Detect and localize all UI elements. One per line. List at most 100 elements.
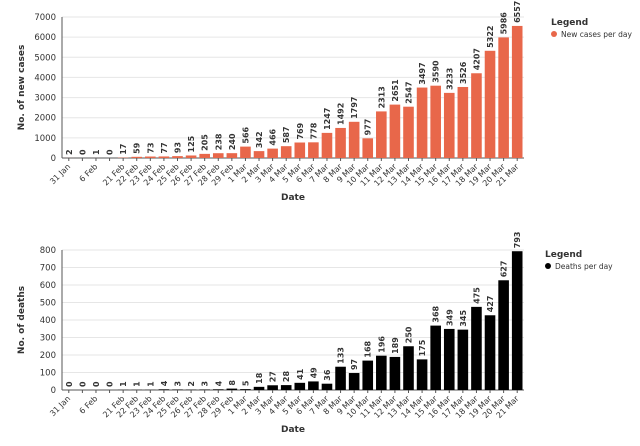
x-tick-label: 6 Feb [78,394,100,416]
bar[interactable] [511,25,523,159]
y-tick-label: 300 [40,334,56,344]
legend-label: Deaths per day [555,262,613,271]
bar[interactable] [348,373,360,390]
bar-value-label: 196 [377,336,386,353]
bar-value-label: 77 [160,142,169,153]
bar-value-label: 5322 [486,26,495,48]
bar-value-label: 566 [241,126,250,143]
bar[interactable] [158,389,170,390]
bar[interactable] [376,355,387,390]
bar[interactable] [362,138,374,158]
bar[interactable] [443,92,455,158]
bar[interactable] [226,388,238,390]
x-tick-label: 31 Jan [48,162,72,186]
bar[interactable] [212,389,224,390]
y-tick-label: 800 [40,246,56,256]
bar-value-label: 73 [146,142,155,153]
y-tick-label: 5000 [34,53,56,63]
bar[interactable] [335,127,346,158]
bar[interactable] [335,366,346,390]
bar[interactable] [362,360,374,390]
bar[interactable] [240,389,251,390]
y-tick-label: 3000 [34,94,56,104]
bar[interactable] [348,121,360,158]
bar[interactable] [430,325,441,390]
bar[interactable] [145,156,156,158]
bar[interactable] [389,356,401,390]
bar[interactable] [240,146,251,158]
y-tick-label: 0 [51,386,56,396]
bar[interactable] [484,315,496,390]
bar[interactable] [403,346,414,390]
bar[interactable] [158,156,170,158]
bar[interactable] [308,381,319,390]
bar[interactable] [498,280,509,390]
bar-value-label: 1 [119,381,128,387]
bar-value-label: 4207 [472,48,481,70]
bar[interactable] [253,151,265,158]
bar-value-label: 49 [309,367,318,379]
bar[interactable] [294,142,306,158]
bar[interactable] [457,86,469,158]
bar-value-label: 2313 [377,86,386,108]
legend-label: New cases per day [561,30,632,39]
bar[interactable] [430,85,441,158]
bar-value-label: 3590 [432,60,441,83]
bar[interactable] [199,389,210,390]
bar[interactable] [267,385,278,390]
bar-value-label: 4 [214,380,223,386]
bar[interactable] [280,385,292,390]
bar-value-label: 466 [269,128,278,145]
bar[interactable] [498,37,509,158]
bar[interactable] [484,50,496,158]
x-tick-label: 6 Feb [78,162,100,184]
bar[interactable] [172,389,183,390]
bar[interactable] [280,146,292,158]
bar[interactable] [172,156,183,158]
bar[interactable] [321,132,333,158]
bar[interactable] [471,73,482,158]
bar[interactable] [471,306,482,390]
y-tick-label: 4000 [34,73,56,83]
bar-value-label: 238 [214,133,223,150]
bar-value-label: 349 [445,309,454,326]
bar-value-label: 0 [78,149,87,155]
bar[interactable] [389,104,401,158]
bar-value-label: 5986 [500,12,509,35]
bar-value-label: 18 [255,372,264,384]
bar[interactable] [403,106,414,158]
bar-value-label: 587 [282,126,291,143]
bar-value-label: 2651 [391,79,400,102]
bar[interactable] [226,153,238,158]
bar[interactable] [457,329,469,390]
bar[interactable] [308,142,319,158]
x-axis-title: Date [281,193,305,203]
y-tick-label: 600 [40,281,56,291]
bar[interactable] [321,383,333,390]
bar-value-label: 1492 [337,103,346,125]
bar[interactable] [199,153,210,158]
bar-value-label: 1797 [350,97,359,119]
legend-title: Legend [545,250,582,260]
bar[interactable] [416,87,428,158]
bar-value-label: 475 [472,287,481,304]
bar-value-label: 1 [133,381,142,387]
y-axis-title: No. of new cases [17,45,27,131]
bar-value-label: 2547 [405,81,414,103]
y-tick-label: 200 [40,351,56,361]
bar[interactable] [212,153,224,158]
bar[interactable] [253,386,265,390]
bar[interactable] [511,251,523,390]
bar[interactable] [443,328,455,390]
bar[interactable] [131,156,143,158]
bar-value-label: 28 [282,371,291,383]
bar[interactable] [185,155,197,158]
bar-value-label: 3233 [445,68,454,90]
x-tick-label: 31 Jan [48,394,72,418]
bar-value-label: 0 [92,381,101,387]
bar[interactable] [376,111,387,158]
bar-value-label: 3526 [459,61,468,84]
bar[interactable] [416,359,428,390]
bar[interactable] [294,382,306,390]
bar[interactable] [267,148,278,158]
